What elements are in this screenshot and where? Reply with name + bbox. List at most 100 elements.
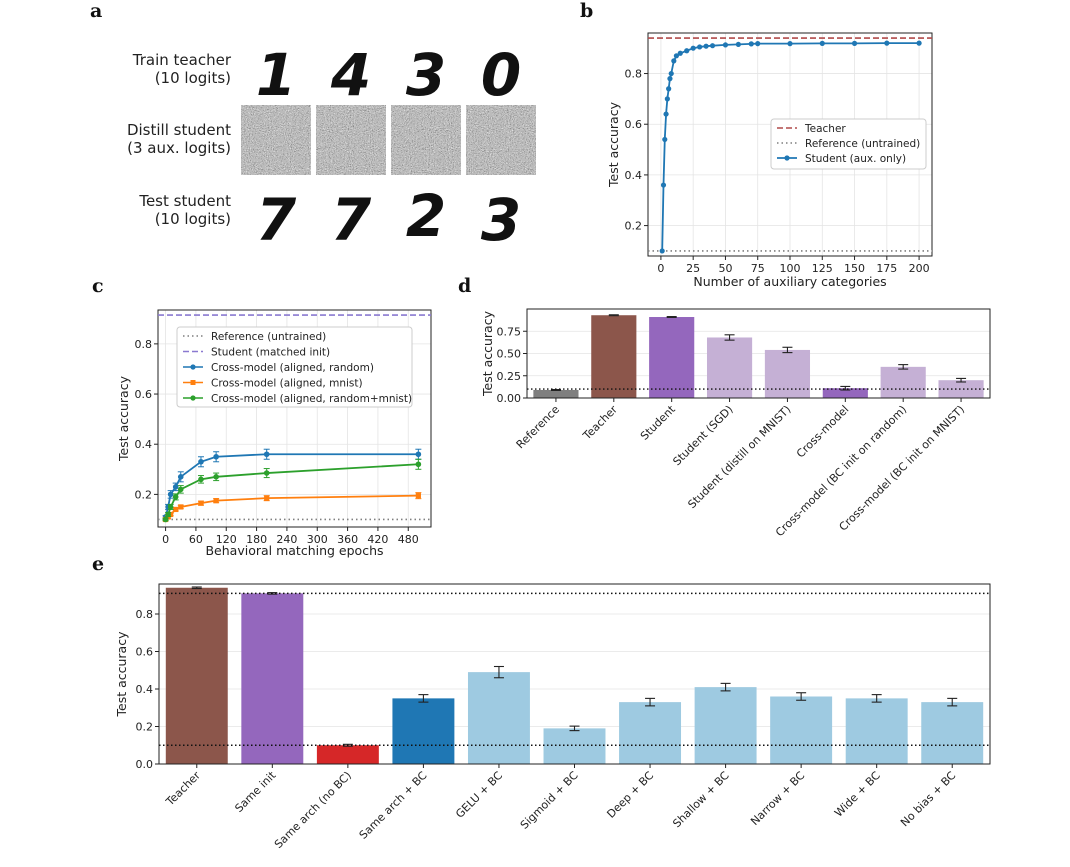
legend-label: Reference (untrained) [805,138,920,150]
panel-letter-e: e [92,553,104,575]
x-tick-label: 120 [216,533,237,546]
data-point [884,40,890,46]
y-tick-label: 0.2 [135,488,153,501]
y-axis-label: Test accuracy [480,310,495,397]
series-line [164,494,419,521]
data-point [167,504,174,510]
x-tick-label: 240 [276,533,297,546]
data-point [162,516,169,523]
y-axis-label: Test accuracy [606,101,621,188]
data-point [167,491,174,498]
x-tick-label: No bias + BC [898,769,958,829]
digit-image: 1 [256,41,296,109]
bar [706,337,753,398]
bar [241,593,304,764]
y-tick-label: 0.25 [497,370,522,383]
x-axis-label: Behavioral matching epochs [205,543,383,558]
x-tick-label: Deep + BC [604,769,656,821]
bar [845,698,908,764]
legend-marker [190,380,196,385]
x-tick-label: Shallow + BC [670,769,732,831]
row-label-line2: (10 logits) [155,69,231,87]
x-tick-label: Same init [232,768,279,815]
panel-a-mnist-examples: Train teacher (10 logits) 1 4 3 0 Distil… [127,41,536,254]
y-tick-label: 0.6 [136,646,154,659]
data-point [264,495,270,501]
y-axis-label: Test accuracy [116,375,131,462]
data-point [667,76,673,82]
y-tick-label: 0.4 [136,683,154,696]
x-tick-label: 75 [751,262,765,275]
panel-c-chart: 0 60 120 180 240 300 360 420 480 0.2 0.4 0.6 0.8 Beha… [116,309,432,558]
x-tick-label: 0 [162,533,169,546]
legend-box [176,326,413,408]
x-axis-label: Number of auxiliary categories [693,274,886,289]
x-tick-label: 360 [337,533,358,546]
data-point [172,484,179,490]
x-tick-label: Sigmoid + BC [518,769,581,832]
data-point [664,96,670,102]
legend-label: Cross-model (aligned, mnist) [211,378,363,390]
x-tick-label: Wide + BC [832,769,883,820]
data-point [787,41,793,47]
legend-marker [190,364,196,370]
digit-image: 2 [406,182,446,250]
noise-image [241,105,311,175]
data-point [666,86,672,92]
bar [938,380,984,398]
y-tick-label: 0.6 [625,118,643,131]
bar [316,745,379,764]
data-point [198,476,204,483]
data-point [668,70,674,77]
data-point [165,511,171,518]
data-point [673,53,680,59]
x-tick-label: 50 [718,262,732,275]
noise-image [391,105,461,175]
data-point [684,48,690,54]
x-tick-label: Teacher [580,403,620,443]
row-label-line2: (10 logits) [155,210,231,228]
legend-marker [190,395,196,401]
data-point [659,248,665,254]
data-point [177,486,184,493]
x-tick-label: Student (distill on MNIST) [685,403,793,511]
data-point [415,451,422,458]
data-point [198,458,204,465]
x-tick-label: 420 [367,533,388,546]
data-point [660,182,667,188]
x-tick-label: Cross-model [794,403,852,461]
bar [770,696,833,764]
row-distill-student: Distill student (3 aux. logits) [127,105,536,175]
data-point [703,43,709,49]
legend-label: Cross-model (aligned, random) [211,362,374,374]
bar [533,389,579,398]
panel-letter-b: b [580,0,593,22]
legend-label: Teacher [804,123,846,135]
row-label-line1: Test student [138,192,231,210]
x-tick-label: 300 [307,533,328,546]
digit-image: 7 [331,186,372,254]
bar [543,728,606,764]
data-point [819,40,825,46]
data-point [690,45,696,51]
bar [880,366,926,398]
y-tick-label: 0.4 [135,438,153,451]
bar [764,349,811,398]
axes-frame [526,308,991,399]
y-tick-label: 0.8 [625,68,643,81]
series-line [164,453,419,518]
y-tick-label: 0.4 [625,169,643,182]
y-tick-label: 0.8 [136,608,154,621]
bar [591,315,637,398]
bar [165,587,228,764]
data-point [213,453,219,460]
row-label-line1: Train teacher [132,51,232,69]
axes-frame [647,32,933,257]
bar [649,317,695,398]
x-tick-label: 180 [246,533,267,546]
y-tick-label: 0.2 [136,721,154,734]
x-tick-label: Cross-model (BC init on MNIST) [837,403,968,534]
x-tick-label: Narrow + BC [748,769,807,828]
